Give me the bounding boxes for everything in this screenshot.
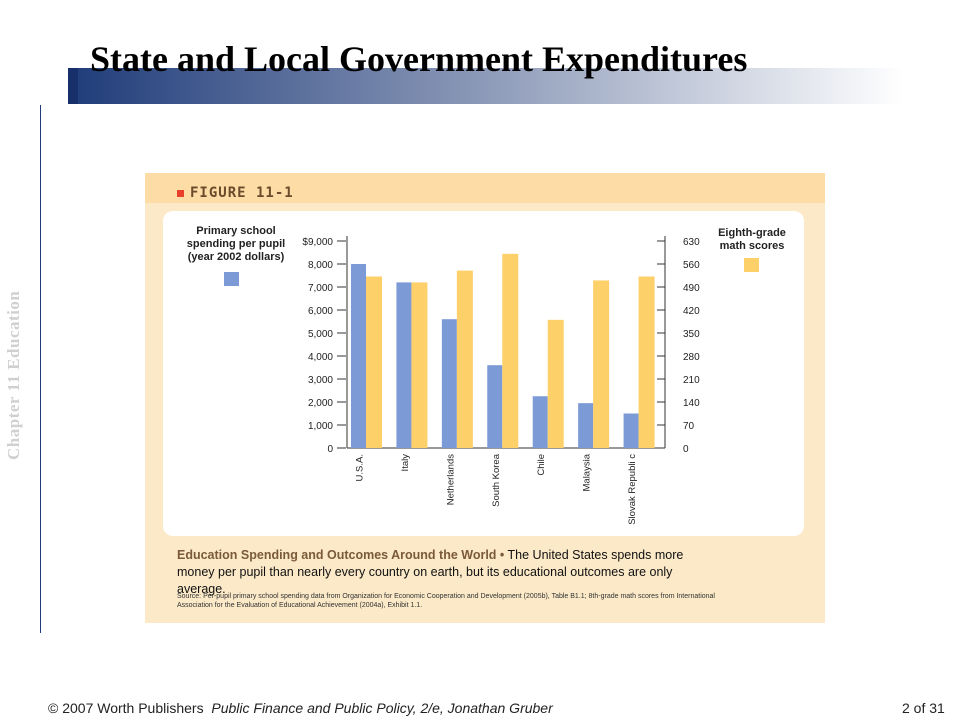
- right-tick-label: 70: [683, 421, 695, 432]
- spending-bar: [441, 319, 457, 448]
- right-tick-label: 0: [683, 444, 689, 455]
- right-tick-label: 490: [683, 283, 700, 294]
- left-tick-label: $9,000: [302, 237, 333, 248]
- spending-bar: [487, 365, 503, 448]
- math-score-bar: [502, 253, 519, 448]
- slide-title: State and Local Government Expenditures: [90, 39, 748, 79]
- right-tick-label: 420: [683, 306, 700, 317]
- left-tick-label: 4,000: [308, 352, 333, 363]
- math-score-bar: [593, 280, 610, 448]
- figure-bullet-icon: [177, 190, 184, 197]
- category-label: Slovak Republi c: [627, 454, 638, 525]
- right-tick-label: 210: [683, 375, 700, 386]
- left-tick-label: 3,000: [308, 375, 333, 386]
- figure-header: [145, 173, 825, 203]
- right-tick-label: 140: [683, 398, 700, 409]
- legend-spending-label: Primary school spending per pupil (year …: [186, 225, 286, 263]
- category-label: U.S.A.: [355, 454, 366, 481]
- math-score-bar: [638, 276, 655, 448]
- left-tick-label: 7,000: [308, 283, 333, 294]
- figure-caption: Education Spending and Outcomes Around t…: [177, 547, 717, 598]
- legend-math-label: Eighth-grade math scores: [718, 227, 786, 252]
- legend-math-swatch: [744, 258, 759, 272]
- chart-panel: [163, 211, 804, 536]
- caption-title: Education Spending and Outcomes Around t…: [177, 548, 505, 562]
- footer: © 2007 Worth Publishers Public Finance a…: [48, 700, 553, 716]
- left-tick-label: 0: [327, 444, 333, 455]
- page-number: 2 of 31: [902, 700, 945, 716]
- figure-source: Source: Per-pupil primary school spendin…: [177, 593, 715, 609]
- category-label: Italy: [400, 454, 411, 472]
- title-bar: [68, 68, 948, 104]
- math-score-bar: [366, 276, 382, 448]
- left-tick-label: 6,000: [308, 306, 333, 317]
- left-tick-label: 5,000: [308, 329, 333, 340]
- right-tick-label: 560: [683, 260, 700, 271]
- spending-bar: [396, 282, 412, 448]
- math-score-bar: [411, 282, 428, 448]
- spending-bar: [623, 413, 639, 448]
- category-label: South Korea: [491, 453, 502, 507]
- right-tick-label: 280: [683, 352, 700, 363]
- figure-frame: FIGURE 11-1: [145, 173, 825, 623]
- math-score-bar: [456, 270, 473, 448]
- spending-bar: [532, 396, 548, 448]
- side-divider: [40, 105, 41, 633]
- category-label: Malaysia: [582, 453, 593, 491]
- right-tick-label: 630: [683, 237, 700, 248]
- math-score-bar: [547, 319, 564, 448]
- footer-copyright: © 2007 Worth Publishers: [48, 700, 204, 716]
- left-tick-label: 8,000: [308, 260, 333, 271]
- spending-bar: [578, 403, 594, 448]
- figure-label: FIGURE 11-1: [190, 185, 294, 201]
- right-tick-label: 350: [683, 329, 700, 340]
- left-tick-label: 2,000: [308, 398, 333, 409]
- legend-spending-swatch: [224, 272, 239, 286]
- spending-bar: [351, 264, 366, 448]
- footer-book: Public Finance and Public Policy, 2/e, J…: [211, 700, 553, 716]
- category-label: Chile: [536, 454, 547, 476]
- left-tick-label: 1,000: [308, 421, 333, 432]
- title-bar-accent: [68, 68, 78, 104]
- category-label: Netherlands: [445, 454, 456, 505]
- caption-text: The United States spends more money per …: [177, 548, 684, 596]
